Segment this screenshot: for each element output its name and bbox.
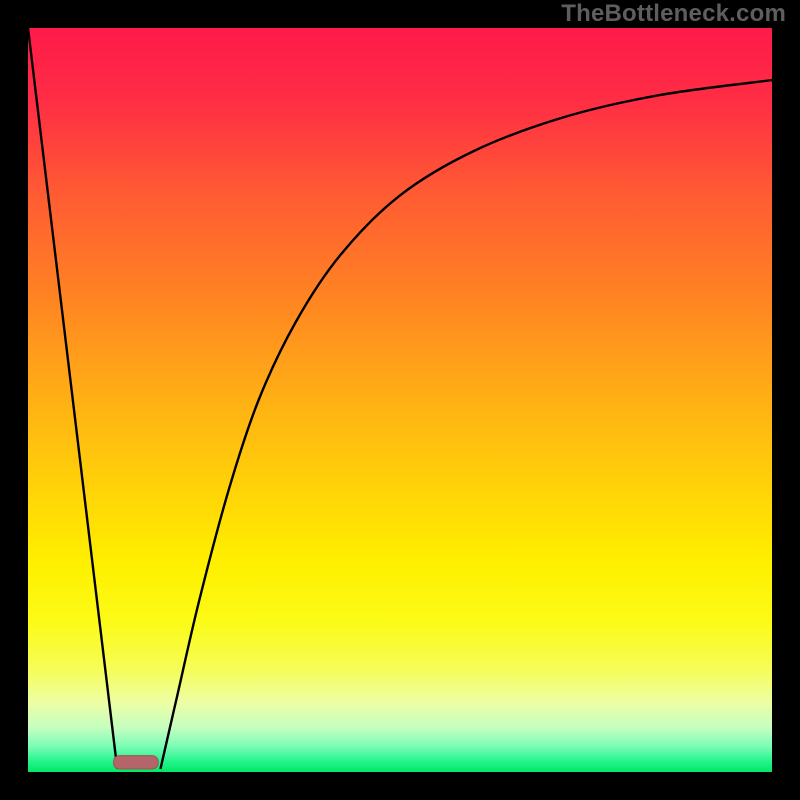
chart-container: TheBottleneck.com bbox=[0, 0, 800, 800]
watermark-text: TheBottleneck.com bbox=[561, 0, 786, 28]
gradient-background bbox=[28, 28, 772, 772]
optimal-marker bbox=[114, 756, 159, 769]
bottleneck-chart bbox=[0, 0, 800, 800]
